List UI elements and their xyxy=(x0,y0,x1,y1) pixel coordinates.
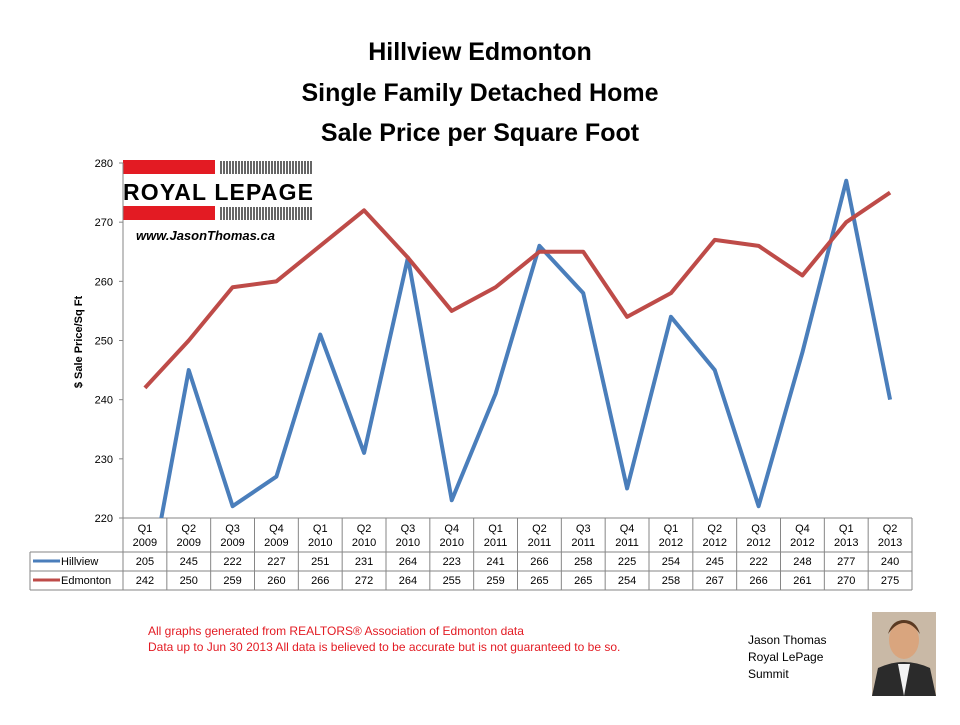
table-value: 227 xyxy=(267,556,285,568)
y-tick-label: 280 xyxy=(95,158,113,170)
table-value: 242 xyxy=(136,575,154,587)
x-tick-label: Q1 2009 xyxy=(133,523,157,549)
x-tick-label: Q3 2012 xyxy=(746,523,770,549)
signature: Jason Thomas xyxy=(748,633,827,647)
y-tick-label: 220 xyxy=(95,513,113,525)
table-value: 251 xyxy=(311,556,329,568)
title-line: Sale Price per Square Foot xyxy=(321,119,640,147)
table-value: 265 xyxy=(530,575,548,587)
table-value: 264 xyxy=(399,556,417,568)
table-value: 222 xyxy=(749,556,767,568)
x-tick-label: Q2 2010 xyxy=(352,523,376,549)
x-tick-label: Q2 2011 xyxy=(528,523,552,549)
table-value: 258 xyxy=(662,575,680,587)
table-value: 222 xyxy=(223,556,241,568)
website: www.JasonThomas.ca xyxy=(136,228,275,243)
table-value: 245 xyxy=(706,556,724,568)
y-tick-label: 240 xyxy=(95,395,113,407)
legend-label: Hillview xyxy=(61,556,98,568)
line xyxy=(143,190,892,390)
table-value: 266 xyxy=(311,575,329,587)
legend-label: Edmonton xyxy=(61,575,111,587)
footer-note: All graphs generated from REALTORS® Asso… xyxy=(148,624,524,638)
table-value: 258 xyxy=(574,556,592,568)
table-value: 259 xyxy=(223,575,241,587)
logo-bar xyxy=(123,160,215,174)
y-tick-label: 230 xyxy=(95,454,113,466)
x-tick-label: Q4 2010 xyxy=(440,523,464,549)
table-value: 270 xyxy=(837,575,855,587)
x-tick-label: Q4 2011 xyxy=(615,523,639,549)
line xyxy=(159,178,893,518)
logo-stripes xyxy=(220,161,312,220)
x-tick-label: Q2 2013 xyxy=(878,523,902,549)
table-value: 254 xyxy=(618,575,636,587)
y-tick-label: 260 xyxy=(95,276,113,288)
x-tick-label: Q2 2012 xyxy=(703,523,727,549)
title-line: Single Family Detached Home xyxy=(301,79,658,107)
x-tick-label: Q2 2009 xyxy=(177,523,201,549)
table-value: 205 xyxy=(136,556,154,568)
x-tick-label: Q3 2011 xyxy=(571,523,595,549)
table-value: 240 xyxy=(881,556,899,568)
x-tick-label: Q1 2010 xyxy=(308,523,332,549)
table-value: 248 xyxy=(793,556,811,568)
logo-bar xyxy=(123,206,215,220)
signature: Summit xyxy=(748,667,789,681)
table-value: 260 xyxy=(267,575,285,587)
table-value: 264 xyxy=(399,575,417,587)
table-value: 275 xyxy=(881,575,899,587)
x-tick-label: Q4 2012 xyxy=(790,523,814,549)
x-tick-label: Q1 2012 xyxy=(659,523,683,549)
table-value: 250 xyxy=(180,575,198,587)
table-value: 255 xyxy=(443,575,461,587)
table-value: 266 xyxy=(530,556,548,568)
series-line xyxy=(159,178,893,518)
table-value: 265 xyxy=(574,575,592,587)
table-value: 245 xyxy=(180,556,198,568)
footer-note: Data up to Jun 30 2013 All data is belie… xyxy=(148,640,620,654)
x-tick-label: Q3 2010 xyxy=(396,523,420,549)
y-axis-label: $ Sale Price/Sq Ft xyxy=(73,296,85,389)
table-value: 267 xyxy=(706,575,724,587)
y-tick-label: 270 xyxy=(95,217,113,229)
logo-text: ROYAL LEPAGE xyxy=(123,179,313,205)
logo: ROYAL LEPAGE www.JasonThomas.ca xyxy=(123,160,313,243)
x-tick-label: Q1 2013 xyxy=(834,523,858,549)
x-tick-label: Q4 2009 xyxy=(264,523,288,549)
photo xyxy=(872,612,936,696)
table-value: 266 xyxy=(749,575,767,587)
x-tick-label: Q3 2009 xyxy=(220,523,244,549)
x-tick-label: Q1 2011 xyxy=(484,523,508,549)
title-line: Hillview Edmonton xyxy=(368,38,592,66)
series-line xyxy=(143,190,892,390)
table-value: 223 xyxy=(443,556,461,568)
table-value: 261 xyxy=(793,575,811,587)
table-value: 272 xyxy=(355,575,373,587)
table-value: 254 xyxy=(662,556,680,568)
table-value: 241 xyxy=(486,556,504,568)
y-tick-label: 250 xyxy=(95,336,113,348)
table-value: 277 xyxy=(837,556,855,568)
table-value: 231 xyxy=(355,556,373,568)
table-value: 225 xyxy=(618,556,636,568)
table-value: 259 xyxy=(486,575,504,587)
signature: Royal LePage xyxy=(748,650,824,664)
